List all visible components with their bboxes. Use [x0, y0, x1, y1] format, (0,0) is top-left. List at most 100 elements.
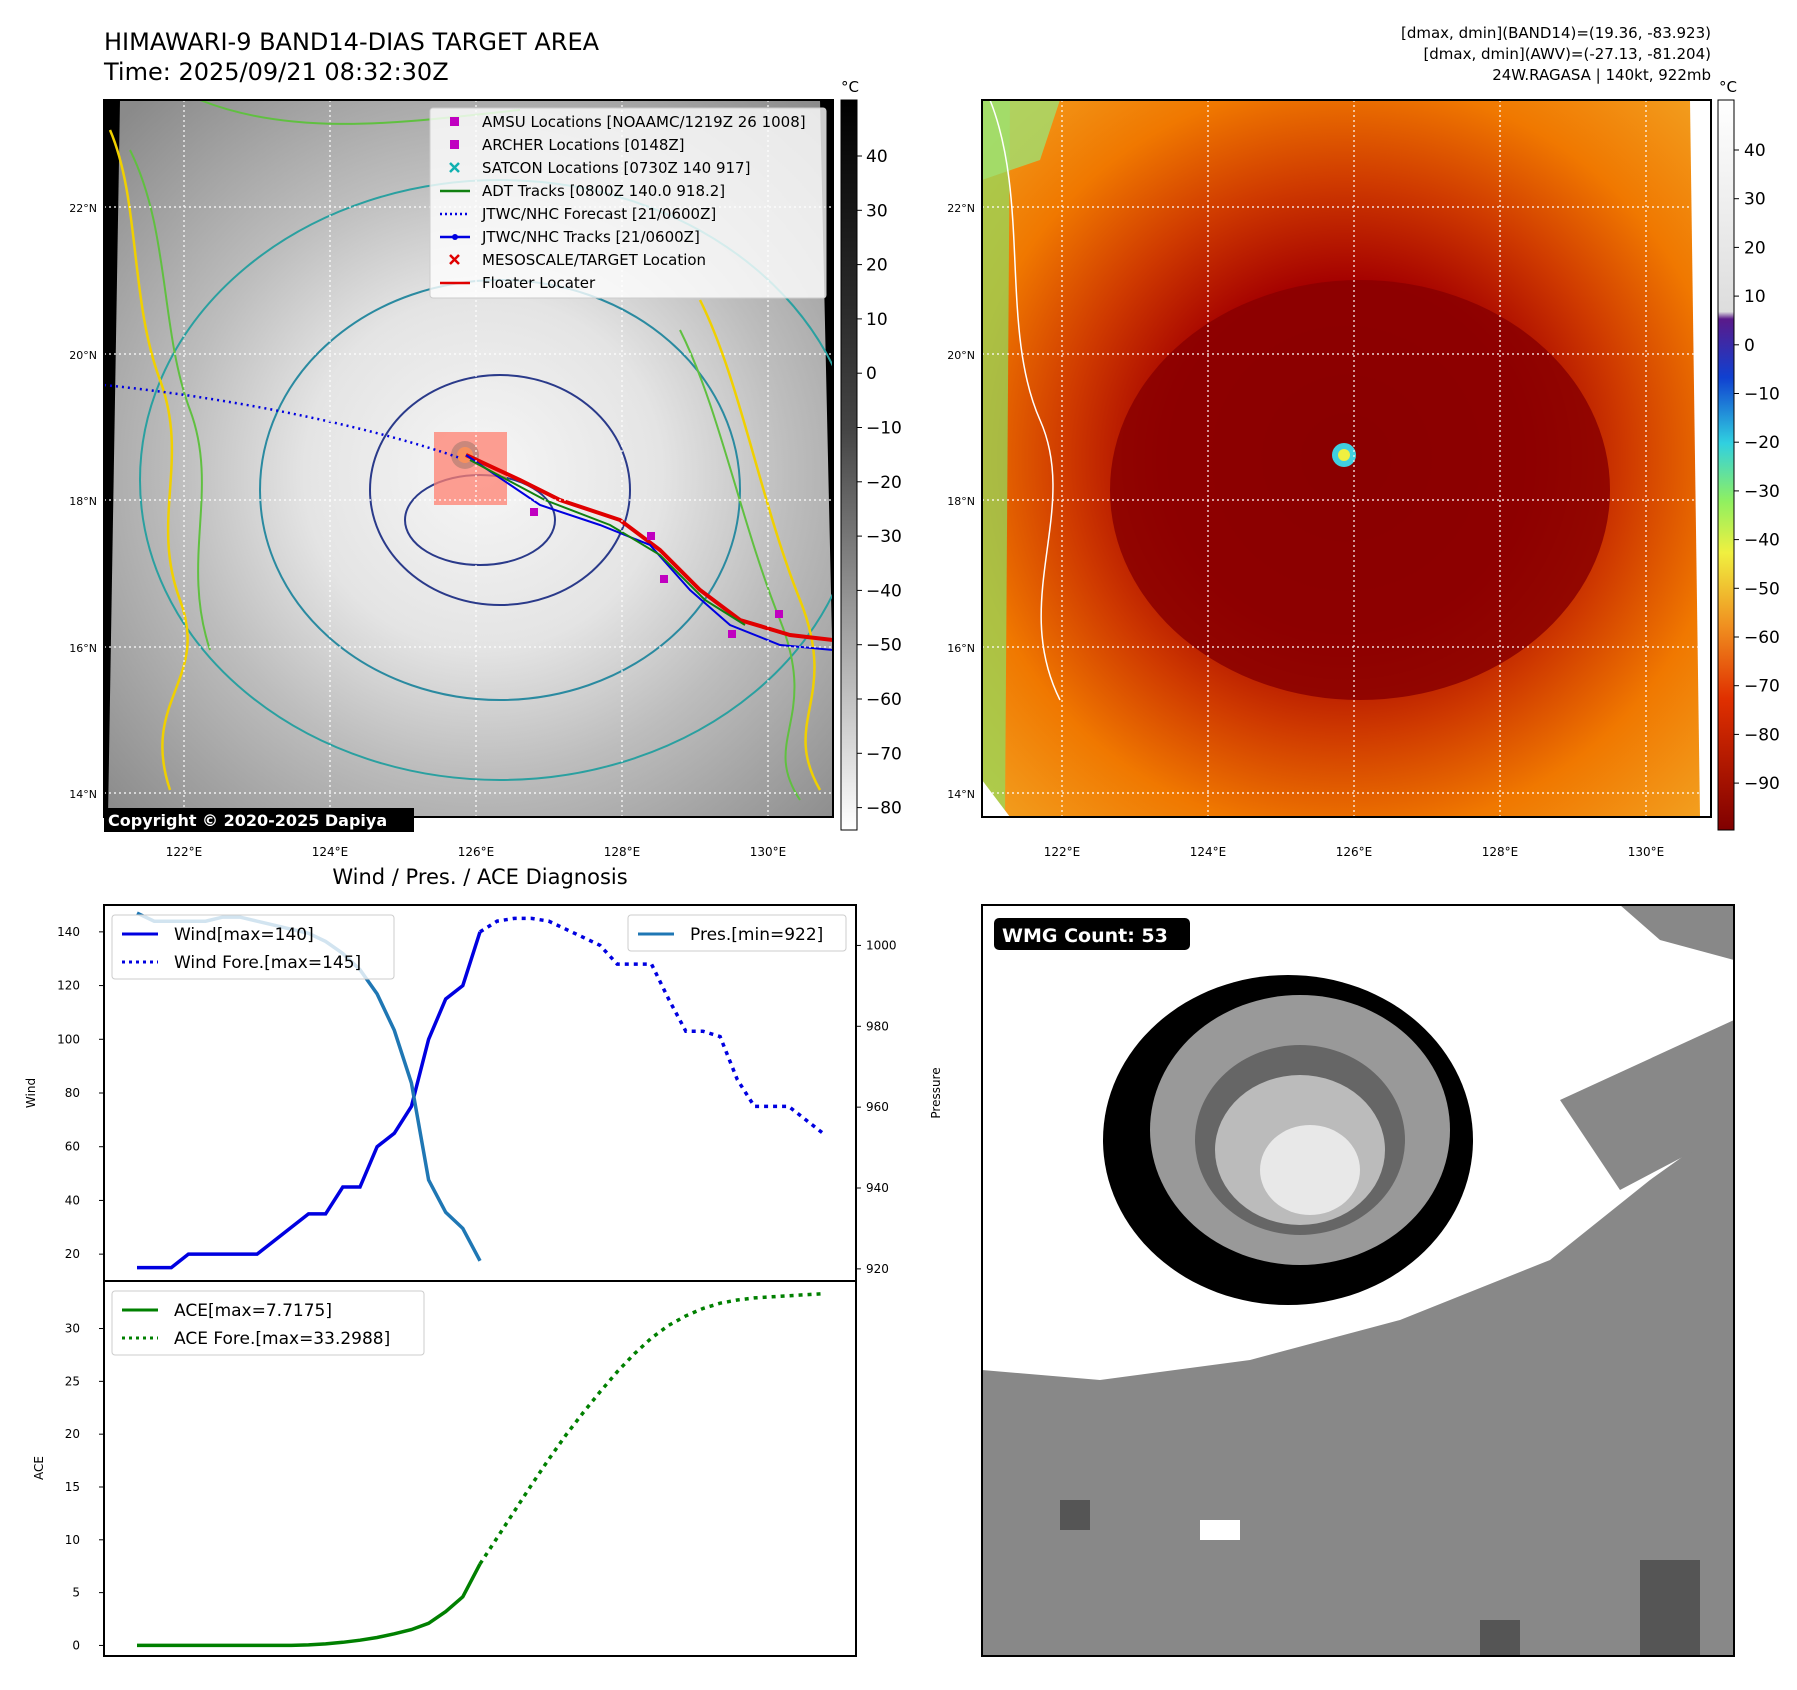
- colorbar-tick-label: −90: [1744, 774, 1780, 794]
- colorbar-tick-label: −60: [866, 690, 902, 710]
- colorbar-tick-label: 0: [866, 364, 877, 384]
- rainbow-lon-labels: 122°E 124°E 126°E 128°E 130°E: [1044, 845, 1665, 859]
- lat-tick-label: 16°N: [947, 642, 975, 655]
- colorbar-tick-label: −30: [1744, 482, 1780, 502]
- ir-lon-labels: 122°E 124°E 126°E 128°E 130°E: [166, 845, 787, 859]
- y-tick-label: 60: [65, 1140, 80, 1154]
- legend-dot-marker: [452, 234, 458, 240]
- rainbow-lat-labels: 22°N 20°N 18°N 16°N 14°N: [947, 202, 975, 801]
- y-tick-label: 980: [866, 1019, 889, 1033]
- wmg-count-text: WMG Count: 53: [1002, 925, 1168, 947]
- legend-x-marker: [449, 254, 460, 265]
- colorbar-tick-label: −20: [1744, 433, 1780, 453]
- colorbar-right: °C 40 30 20 10 0 −10 −20 −30 −40 −50 −60 −70 −80 −90: [1717, 78, 1780, 831]
- pressure-legend-label: Pres.[min=922]: [690, 925, 823, 945]
- map-legend-label: MESOSCALE/TARGET Location: [482, 251, 706, 269]
- y-tick-label: 20: [65, 1247, 80, 1261]
- y-tick-label: 140: [57, 925, 80, 939]
- lon-tick-label: 122°E: [166, 845, 203, 859]
- dmax-band14-text: [dmax, dmin](BAND14)=(19.36, -83.923): [1401, 24, 1711, 42]
- map-legend-label: JTWC/NHC Forecast [21/0600Z]: [481, 205, 716, 223]
- map-legend-entry: JTWC/NHC Tracks [21/0600Z]: [440, 228, 700, 246]
- colorbar-tick-label: 20: [1744, 238, 1766, 258]
- lon-tick-label: 122°E: [1044, 845, 1081, 859]
- ace-legend-box: [111, 1290, 425, 1356]
- colorbar-tick-label: 40: [1744, 141, 1766, 161]
- map-legend-label: SATCON Locations [0730Z 140 917]: [482, 159, 750, 177]
- map-legend: AMSU Locations [NOAAMC/1219Z 26 1008] ARC…: [429, 107, 827, 299]
- colorbar-tick-label: −80: [1744, 725, 1780, 745]
- lat-tick-label: 14°N: [69, 788, 97, 801]
- copyright-box: [104, 808, 414, 832]
- colorbar-tick-label: −20: [866, 473, 902, 493]
- colorbar-tick-label: −50: [1744, 579, 1780, 599]
- lat-tick-label: 16°N: [69, 642, 97, 655]
- map-legend-entry: SATCON Locations [0730Z 140 917]: [449, 159, 750, 177]
- legend-square-marker: [450, 140, 459, 149]
- ir-map-panel: AMSU Locations [NOAAMC/1219Z 26 1008] ARC…: [69, 99, 834, 859]
- y-tick-label: 40: [65, 1193, 80, 1207]
- lon-tick-label: 126°E: [1336, 845, 1373, 859]
- series-line: [479, 916, 825, 1135]
- lat-tick-label: 20°N: [947, 349, 975, 362]
- colorbar-tick-label: 40: [866, 147, 888, 167]
- series-line: [137, 1563, 482, 1648]
- wind-pressure-panel: 20 40 60 80 100 120 140 920 940 960 980 1000 Wind …: [24, 904, 943, 1282]
- lat-tick-label: 20°N: [69, 349, 97, 362]
- lon-tick-label: 128°E: [604, 845, 641, 859]
- lat-tick-label: 22°N: [69, 202, 97, 215]
- lon-tick-label: 128°E: [1482, 845, 1519, 859]
- storm-info-text: 24W.RAGASA | 140kt, 922mb: [1492, 66, 1711, 84]
- map-legend-entry: ADT Tracks [0800Z 140.0 918.2]: [440, 182, 725, 200]
- diagnosis-title: Wind / Pres. / ACE Diagnosis: [332, 865, 627, 889]
- wmg-features: [982, 905, 1734, 1656]
- colorbar-tick-label: 20: [866, 256, 888, 276]
- colorbar-tick-label: −70: [1744, 677, 1780, 697]
- colorbar-tick-label: −40: [866, 581, 902, 601]
- lon-tick-label: 130°E: [1628, 845, 1665, 859]
- copyright-text: Copyright © 2020-2025 Dapiya: [108, 811, 387, 830]
- series-line: [478, 1291, 824, 1565]
- y-tick-label: 960: [866, 1100, 889, 1114]
- map-legend-label: ADT Tracks [0800Z 140.0 918.2]: [482, 182, 725, 200]
- ace-legend-label: ACE[max=7.7175]: [174, 1301, 332, 1321]
- colorbar-left: °C 40 30 20 10 0 −10 −20 −30 −40 −50 −60 −70 −80: [840, 78, 902, 831]
- map-legend-entry: MESOSCALE/TARGET Location: [449, 251, 706, 269]
- rainbow-map-panel: 22°N 20°N 18°N 16°N 14°N 122°E 124°E 126°E 128°…: [947, 99, 1712, 859]
- ace-fore-legend-label: ACE Fore.[max=33.2988]: [174, 1329, 390, 1349]
- y-tick-label: 25: [65, 1374, 80, 1388]
- y-tick-label: 10: [65, 1533, 80, 1547]
- y-tick-label: 20: [65, 1427, 80, 1441]
- colorbar-tick-label: −10: [1744, 385, 1780, 405]
- colorbar-tick-label: 30: [1744, 190, 1766, 210]
- ir-lat-labels: 22°N 20°N 18°N 16°N 14°N: [69, 202, 97, 801]
- y-tick-label: 15: [65, 1480, 80, 1494]
- y-tick-label: 920: [866, 1262, 889, 1276]
- colorbar-tick-label: −80: [866, 799, 902, 819]
- map-legend-entry: JTWC/NHC Forecast [21/0600Z]: [440, 205, 716, 223]
- map-legend-label: AMSU Locations [NOAAMC/1219Z 26 1008]: [482, 113, 806, 131]
- lat-tick-label: 18°N: [69, 495, 97, 508]
- lon-tick-label: 124°E: [312, 845, 349, 859]
- map-legend-entry: ARCHER Locations [0148Z]: [450, 136, 685, 154]
- lat-tick-label: 14°N: [947, 788, 975, 801]
- wmg-panel: WMG Count: 53: [981, 904, 1735, 1657]
- colorbar-tick-label: −30: [866, 527, 902, 547]
- wind-legend-label: Wind[max=140]: [174, 925, 314, 945]
- lat-tick-label: 18°N: [947, 495, 975, 508]
- colorbar-tick-label: 0: [1744, 336, 1755, 356]
- colorbar-tick-label: −70: [866, 744, 902, 764]
- series-line: [137, 931, 482, 1270]
- lon-tick-label: 130°E: [750, 845, 787, 859]
- y-tick-label: 120: [57, 979, 80, 993]
- colorbar-tick-label: −60: [1744, 628, 1780, 648]
- lon-tick-label: 126°E: [458, 845, 495, 859]
- y-tick-label: 30: [65, 1322, 80, 1336]
- dmax-awv-text: [dmax, dmin](AWV)=(-27.13, -81.204): [1423, 45, 1711, 63]
- colorbar-tick-label: 10: [1744, 287, 1766, 307]
- colorbar-left-unit: °C: [841, 78, 859, 96]
- y-tick-label: 1000: [866, 938, 897, 952]
- lon-tick-label: 124°E: [1190, 845, 1227, 859]
- figure-time: Time: 2025/09/21 08:32:30Z: [103, 58, 449, 86]
